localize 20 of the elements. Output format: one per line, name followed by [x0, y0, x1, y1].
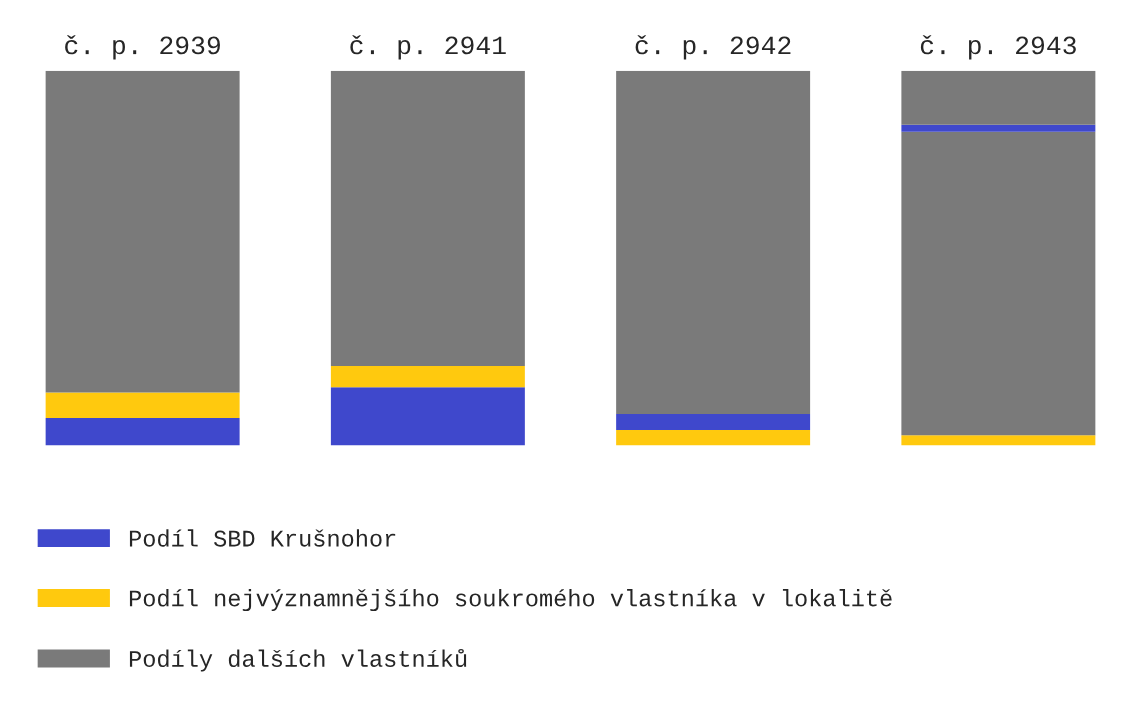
legend-label: Podíl nejvýznamnějšího soukromého vlastníka v lokalitě: [129, 589, 892, 612]
bar: [330, 365, 525, 388]
bar: [330, 387, 525, 446]
x-tick-label: č. p. 2941: [350, 35, 506, 60]
legend-label: Podíly dalších vlastníků: [129, 648, 467, 672]
bar: [616, 430, 811, 446]
bar: [901, 70, 1096, 125]
bar: [901, 131, 1096, 436]
bar: [616, 413, 811, 431]
bar: [45, 392, 240, 419]
x-tick-label: č. p. 2943: [920, 35, 1076, 60]
bar: [616, 70, 811, 414]
bar: [901, 435, 1096, 446]
legend-label: Podíl SBD Krušnohor: [129, 529, 396, 547]
x-tick-label: č. p. 2939: [65, 35, 220, 60]
bar: [45, 70, 240, 393]
bar: [45, 418, 240, 446]
bar: [901, 124, 1096, 132]
x-tick-label: č. p. 2942: [635, 35, 791, 60]
bar: [330, 70, 525, 366]
